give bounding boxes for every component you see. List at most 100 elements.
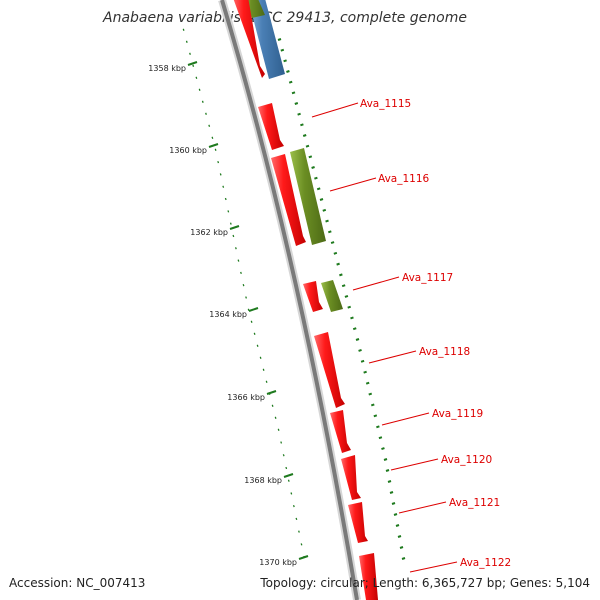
tick-mark [399,546,404,549]
tick-mark [355,338,360,341]
green-feature[interactable] [321,280,343,312]
tick-mark [314,176,318,180]
gene-name: Ava_1118 [419,346,470,358]
tick-mark [305,144,310,148]
scale-tick: 1366 kbp [227,390,277,402]
scale-label: 1358 kbp [148,64,186,73]
tick-mark [397,535,402,538]
tick-mark [360,359,365,363]
outer-tick-track [277,38,406,560]
tick-mark [385,469,390,472]
tick-mark [333,251,338,255]
genome-backbone [218,0,361,600]
tick-mark [389,491,394,494]
scale-label: 1368 kbp [244,476,282,485]
scale-label: 1360 kbp [169,146,207,155]
scale-tick: 1360 kbp [169,143,219,155]
tick-mark [347,305,352,309]
tick-mark [339,273,343,277]
tick-mark [341,284,346,288]
tick-mark [352,327,357,331]
tick-mark [330,241,335,245]
tick-mark [325,219,329,223]
tick-mark [302,134,307,137]
scale-label: 1364 kbp [209,310,247,319]
gene-label[interactable]: Ava_1119 [381,408,483,426]
scale-tick: 1358 kbp [148,61,198,73]
gene-name: Ava_1119 [432,408,483,420]
gene-label-track: Ava_1115 Ava_1116 Ava_1117 Ava_1118 Ava_… [311,98,511,573]
tick-mark [387,480,392,483]
tick-mark [381,447,385,451]
tick-mark [300,123,304,127]
scale-tick: 1362 kbp [190,225,240,237]
feature-track [232,0,378,600]
gene-name: Ava_1121 [449,497,500,509]
gene-label[interactable]: Ava_1115 [311,98,411,118]
tick-mark [288,80,293,84]
tick-mark [336,262,340,266]
gene-name: Ava_1115 [360,98,411,110]
gene-label[interactable]: Ava_1121 [398,497,500,514]
gene-name: Ava_1117 [402,272,453,284]
scale-label: 1366 kbp [227,393,265,402]
tick-mark [319,198,324,201]
tick-mark [350,316,354,320]
tick-mark [378,436,383,440]
blue-feature[interactable] [247,0,285,79]
tick-mark [294,102,299,105]
tick-mark [365,381,370,385]
green-feature[interactable] [242,0,265,18]
gene-label[interactable]: Ava_1122 [409,557,511,573]
tick-mark [395,524,400,527]
green-feature[interactable] [290,148,326,245]
gene-name: Ava_1122 [460,557,511,569]
tick-mark [363,370,367,374]
scale-label: 1370 kbp [259,558,297,567]
tick-mark [311,166,315,169]
tick-mark [286,70,290,73]
tick-mark [316,187,321,191]
scale-tick: 1364 kbp [209,307,259,319]
tick-mark [308,155,313,159]
gene-arrow[interactable] [232,0,265,78]
tick-mark [280,48,285,52]
gene-label[interactable]: Ava_1118 [368,346,470,364]
tick-mark [283,59,287,63]
scale-label: 1362 kbp [190,228,228,237]
tick-mark [393,513,398,516]
tick-mark [358,348,362,352]
tick-mark [370,403,375,407]
tick-mark [368,392,373,396]
topology-text: Topology: circular; Length: 6,365,727 bp… [260,576,590,590]
gene-arrow[interactable] [348,502,368,543]
tick-mark [277,38,282,41]
tick-mark [327,230,332,234]
gene-arrow[interactable] [258,103,284,150]
gene-label[interactable]: Ava_1117 [352,272,453,291]
gene-label[interactable]: Ava_1120 [390,454,492,471]
gene-arrow[interactable] [271,154,306,246]
map-title: Anabaena variabilis ATCC 29413, complete… [102,10,467,26]
gene-arrow[interactable] [341,455,361,500]
gene-arrow[interactable] [314,332,345,408]
gene-arrow[interactable] [330,410,351,453]
gene-name: Ava_1120 [441,454,492,466]
gene-label[interactable]: Ava_1116 [329,173,430,192]
gene-arrow[interactable] [359,553,378,600]
tick-mark [291,91,296,95]
tick-mark [401,557,406,560]
tick-mark [297,112,301,116]
accession-text: Accession: NC_007413 [9,576,146,590]
gene-arrow[interactable] [303,281,323,312]
scale-track: 1358 kbp 1360 kbp 1362 kbp 1364 kbp 1366… [148,28,309,567]
tick-mark [391,502,396,505]
tick-mark [373,414,378,418]
scale-tick: 1368 kbp [244,473,294,485]
tick-mark [383,458,388,461]
tick-mark [344,294,349,298]
tick-mark [376,425,380,429]
tick-mark [322,208,327,212]
gene-name: Ava_1116 [378,173,430,185]
